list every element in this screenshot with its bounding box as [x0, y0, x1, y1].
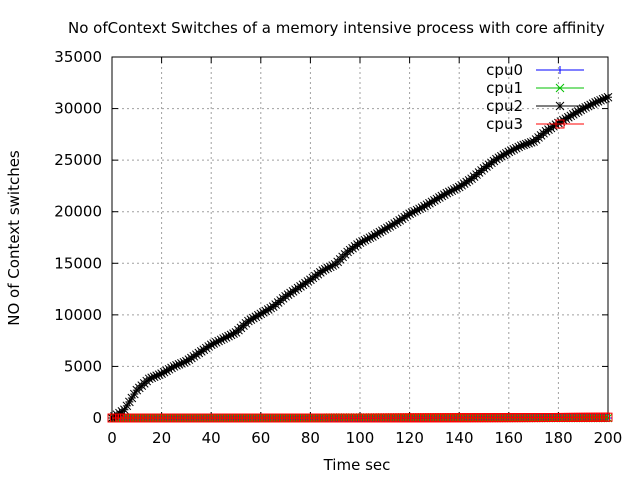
x-tick-label: 200 [594, 429, 623, 447]
data-point-cpu1 [601, 413, 610, 423]
legend-label-cpu0: cpu0 [486, 61, 523, 79]
x-tick-label: 80 [301, 429, 320, 447]
x-tick-label: 100 [346, 429, 375, 447]
data-point-cpu1 [603, 413, 613, 423]
legend-marker-cpu2 [555, 101, 565, 111]
y-tick-label: 5000 [64, 357, 102, 375]
chart-title: No ofContext Switches of a memory intens… [68, 19, 605, 37]
x-tick-label: 40 [202, 429, 221, 447]
series-line-cpu3 [112, 416, 609, 419]
y-axis-label: NO of Context switches [5, 150, 23, 326]
y-tick-label: 20000 [54, 203, 102, 221]
legend-marker-cpu3 [555, 119, 565, 129]
data-point-cpu3 [603, 412, 613, 422]
legend-label-cpu1: cpu1 [486, 79, 523, 97]
legend-label-cpu3: cpu3 [486, 115, 523, 133]
grid [112, 57, 608, 418]
y-tick-label: 0 [92, 409, 102, 427]
x-tick-label: 20 [152, 429, 171, 447]
legend-marker-cpu0 [556, 66, 564, 74]
axes: 0 20 40 60 80 100 120 140 160 180 200 0 5000 10000 150… [54, 48, 622, 447]
x-tick-label: 120 [395, 429, 424, 447]
series-markers-cpu2 [107, 92, 613, 423]
legend-label-cpu2: cpu2 [486, 97, 523, 115]
x-tick-label: 60 [251, 429, 270, 447]
x-tick-label: 0 [107, 429, 117, 447]
y-tick-label: 35000 [54, 48, 102, 66]
x-tick-label: 160 [494, 429, 523, 447]
x-tick-label: 180 [544, 429, 573, 447]
y-tick-label: 30000 [54, 100, 102, 118]
legend-marker-cpu1 [555, 83, 565, 93]
y-tick-label: 10000 [54, 306, 102, 324]
x-tick-label: 140 [445, 429, 474, 447]
series-layer [107, 92, 613, 423]
y-tick-label: 15000 [54, 254, 102, 272]
x-axis-label: Time sec [323, 456, 391, 474]
data-point-cpu2 [603, 92, 613, 102]
series-markers-cpu3 [107, 412, 613, 423]
y-tick-label: 25000 [54, 151, 102, 169]
